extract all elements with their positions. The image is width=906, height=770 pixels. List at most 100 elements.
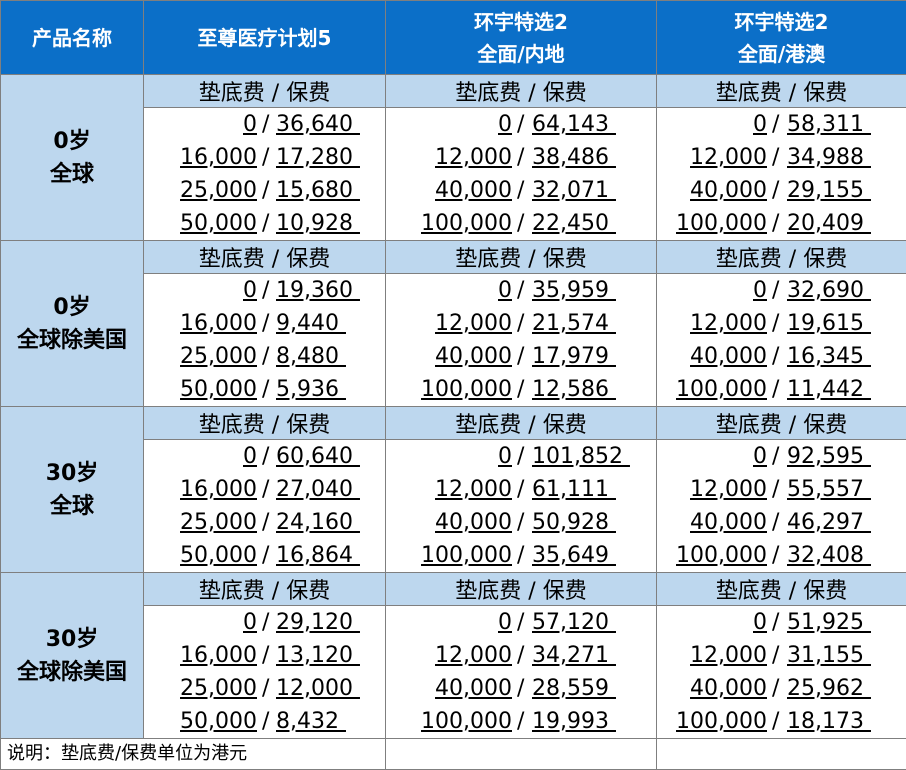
premium-value: 31,155	[787, 639, 871, 672]
separator: /	[772, 440, 779, 473]
deductible-value: 100,000	[421, 207, 512, 240]
premium-value: 19,360	[276, 274, 360, 307]
values-cell-col2: 0/35,959 12,000/21,574 40,000/17,979 100…	[386, 274, 657, 407]
value-line: 12,000/34,271	[386, 639, 656, 672]
footnote-row: 说明：垫底费/保费单位为港元	[1, 739, 906, 770]
separator: /	[517, 307, 524, 340]
value-line: 0/29,120	[144, 606, 385, 639]
separator: /	[262, 440, 269, 473]
deductible-value: 0	[498, 274, 512, 307]
premium-value: 11,442	[787, 373, 871, 406]
separator: /	[517, 539, 524, 572]
deductible-value: 0	[243, 108, 257, 141]
deductible-value: 40,000	[690, 672, 767, 705]
value-line: 100,000/35,649	[386, 539, 656, 572]
value-line: 40,000/32,071	[386, 174, 656, 207]
value-line: 0/64,143	[386, 108, 656, 141]
group-label-line2: 全球除美国	[17, 328, 127, 353]
value-line: 16,000/13,120	[144, 639, 385, 672]
value-line: 0/92,595	[657, 440, 906, 473]
deductible-value: 16,000	[180, 639, 257, 672]
values-cell-col1: 0/29,120 16,000/13,120 25,000/12,000 50,…	[144, 606, 386, 739]
premium-value: 32,071	[532, 174, 616, 207]
deductible-value: 12,000	[690, 307, 767, 340]
premium-value: 13,120	[276, 639, 360, 672]
values-cell-col3: 0/51,925 12,000/31,155 40,000/25,962 100…	[657, 606, 906, 739]
deductible-value: 0	[753, 606, 767, 639]
value-line: 12,000/19,615	[657, 307, 906, 340]
deductible-value: 16,000	[180, 141, 257, 174]
header-col1: 至尊医疗计划5	[144, 1, 386, 75]
group-label: 0岁全球	[1, 75, 144, 241]
separator: /	[772, 606, 779, 639]
group-label-line1: 30岁	[46, 627, 99, 652]
premium-value: 9,440	[276, 307, 346, 340]
sub-label-col2: 垫底费 / 保费	[386, 407, 657, 440]
premium-value: 50,928	[532, 506, 616, 539]
footnote-spacer	[657, 739, 906, 770]
premium-value: 22,450	[532, 207, 616, 240]
separator: /	[517, 705, 524, 738]
premium-value: 12,000	[276, 672, 360, 705]
separator: /	[517, 174, 524, 207]
separator: /	[772, 340, 779, 373]
premium-value: 17,280	[276, 141, 360, 174]
value-line: 16,000/27,040	[144, 473, 385, 506]
premium-value: 18,173	[787, 705, 871, 738]
separator: /	[517, 506, 524, 539]
separator: /	[772, 174, 779, 207]
premium-value: 34,988	[787, 141, 871, 174]
deductible-value: 100,000	[676, 207, 767, 240]
sub-header-row: 0岁全球垫底费 / 保费垫底费 / 保费垫底费 / 保费	[1, 75, 906, 108]
group-label: 30岁全球	[1, 407, 144, 573]
sub-label-col1: 垫底费 / 保费	[144, 407, 386, 440]
premium-value: 92,595	[787, 440, 871, 473]
premium-value: 25,962	[787, 672, 871, 705]
value-line: 40,000/46,297	[657, 506, 906, 539]
deductible-value: 40,000	[435, 672, 512, 705]
premium-value: 28,559	[532, 672, 616, 705]
premium-value: 60,640	[276, 440, 360, 473]
separator: /	[262, 108, 269, 141]
value-line: 0/32,690	[657, 274, 906, 307]
separator: /	[262, 473, 269, 506]
premium-value: 35,649	[532, 539, 616, 572]
value-line: 100,000/32,408	[657, 539, 906, 572]
value-line: 50,000/8,432	[144, 705, 385, 738]
group-label-line1: 0岁	[53, 129, 90, 154]
group-label: 0岁全球除美国	[1, 241, 144, 407]
separator: /	[517, 440, 524, 473]
separator: /	[262, 274, 269, 307]
deductible-value: 40,000	[690, 340, 767, 373]
separator: /	[262, 373, 269, 406]
premium-value: 29,120	[276, 606, 360, 639]
value-line: 50,000/10,928	[144, 207, 385, 240]
value-line: 100,000/18,173	[657, 705, 906, 738]
deductible-value: 0	[753, 108, 767, 141]
footnote-spacer	[386, 739, 657, 770]
value-line: 100,000/12,586	[386, 373, 656, 406]
separator: /	[517, 207, 524, 240]
value-line: 25,000/15,680	[144, 174, 385, 207]
deductible-value: 100,000	[676, 539, 767, 572]
value-line: 50,000/16,864	[144, 539, 385, 572]
value-line: 0/51,925	[657, 606, 906, 639]
premium-value: 36,640	[276, 108, 360, 141]
premium-value: 8,432	[276, 705, 346, 738]
premium-value: 57,120	[532, 606, 616, 639]
premium-value: 55,557	[787, 473, 871, 506]
deductible-value: 0	[753, 440, 767, 473]
deductible-value: 12,000	[690, 639, 767, 672]
premium-value: 21,574	[532, 307, 616, 340]
deductible-value: 25,000	[180, 672, 257, 705]
group-label-line1: 0岁	[53, 295, 90, 320]
value-line: 100,000/20,409	[657, 207, 906, 240]
deductible-value: 40,000	[435, 340, 512, 373]
values-cell-col2: 0/57,120 12,000/34,271 40,000/28,559 100…	[386, 606, 657, 739]
values-cell-col1: 0/19,360 16,000/9,440 25,000/8,480 50,00…	[144, 274, 386, 407]
separator: /	[262, 672, 269, 705]
deductible-value: 0	[753, 274, 767, 307]
deductible-value: 12,000	[435, 307, 512, 340]
group-label-line1: 30岁	[46, 461, 99, 486]
separator: /	[517, 373, 524, 406]
